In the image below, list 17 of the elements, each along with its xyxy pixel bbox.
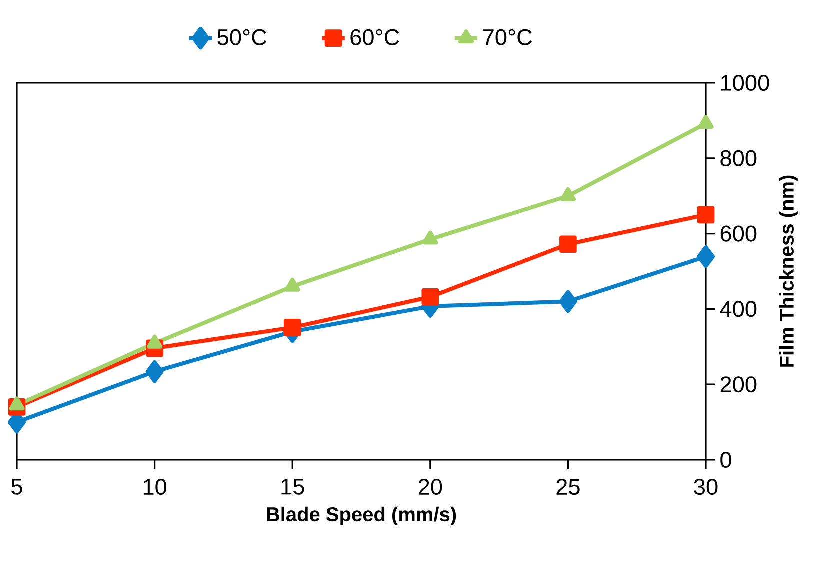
x-tick-label: 25 xyxy=(556,479,580,496)
y-tick-label: 400 xyxy=(720,301,757,318)
y-tick-label: 200 xyxy=(720,376,757,393)
y-tick-label: 0 xyxy=(720,452,732,468)
y-axis-title: Film Thickness (nm) xyxy=(779,176,798,367)
x-tick-label: 5 xyxy=(12,479,22,495)
legend-label: 70°C xyxy=(483,29,532,46)
y-tick-label: 800 xyxy=(720,150,757,166)
x-axis-title: Blade Speed (mm/s) xyxy=(267,506,456,526)
x-tick-label: 20 xyxy=(418,479,442,496)
legend-label: 50°C xyxy=(218,29,267,46)
x-tick-label: 15 xyxy=(282,479,304,495)
x-tick-label: 10 xyxy=(144,479,167,496)
y-tick-label: 600 xyxy=(720,226,757,242)
y-tick-label: 1000 xyxy=(721,74,770,92)
x-tick-label: 30 xyxy=(694,479,718,496)
legend-label: 60°C xyxy=(350,29,400,46)
